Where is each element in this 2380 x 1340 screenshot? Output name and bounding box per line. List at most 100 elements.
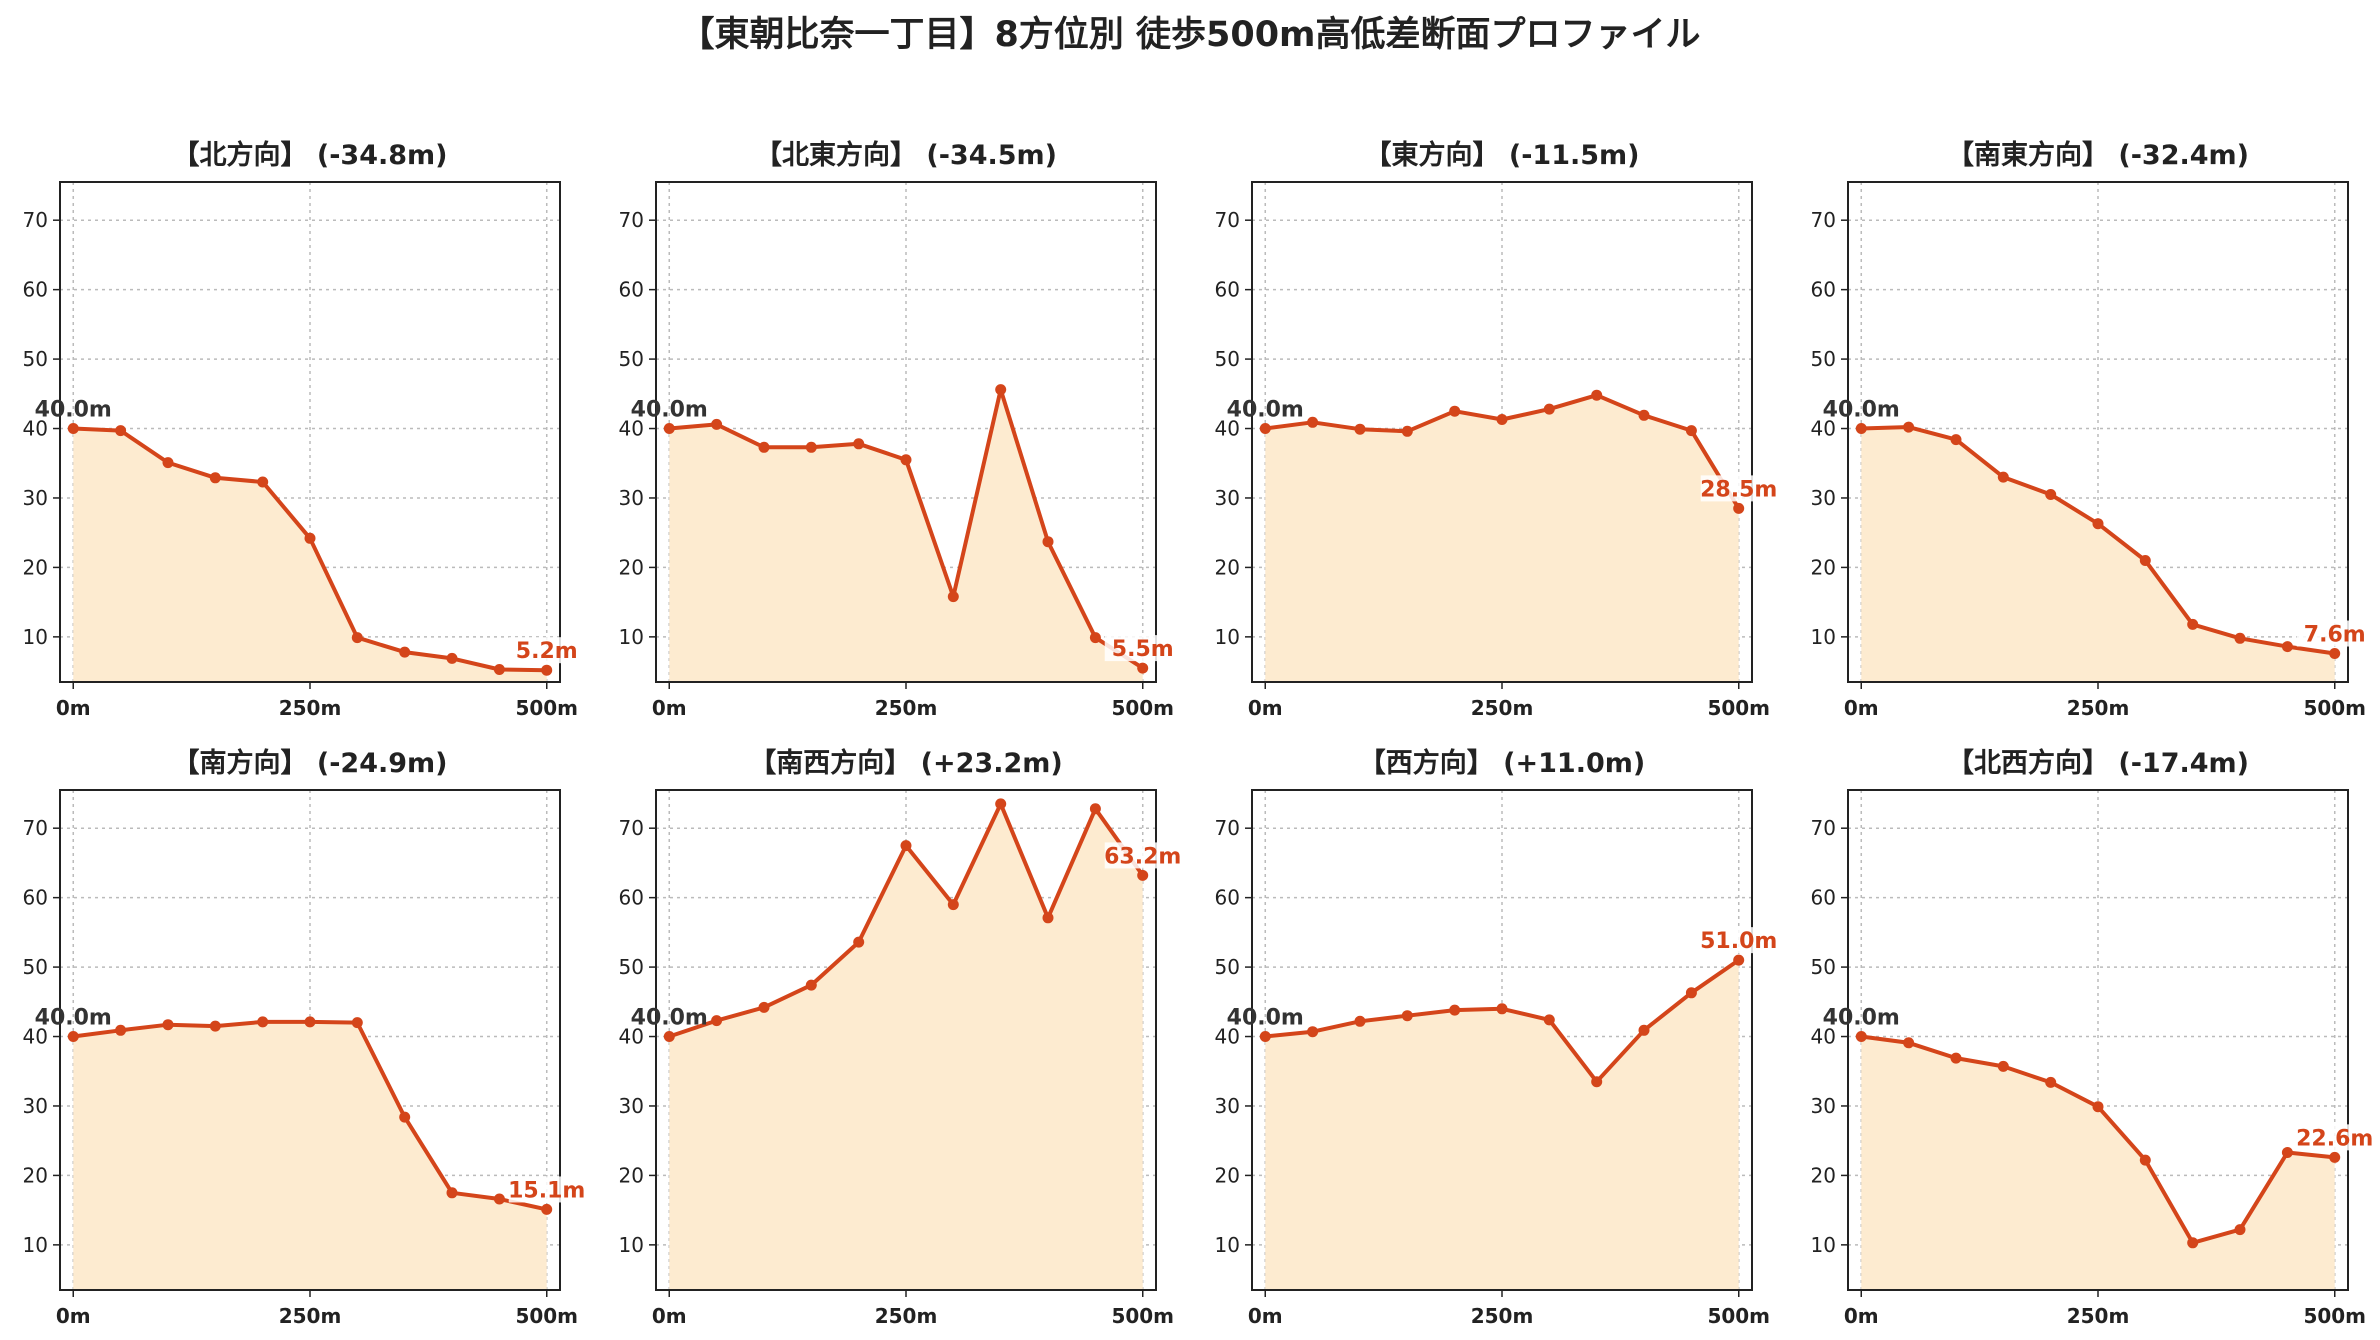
end-elevation-label: 7.6m [2304, 623, 2366, 648]
start-elevation-label: 40.0m [1227, 398, 1304, 423]
y-tick-label: 60 [619, 886, 644, 910]
y-tick-label: 70 [619, 816, 644, 840]
y-tick-label: 30 [1811, 486, 1836, 510]
y-tick-label: 60 [1811, 278, 1836, 302]
end-label-bg [2296, 620, 2373, 647]
end-label-bg [508, 637, 585, 664]
profile-panel: 【南東方向】 (-32.4m) 10 20 30 40 50 60 70 0m 250m 500m 4… [1811, 139, 2373, 720]
start-elevation-label: 40.0m [1823, 1006, 1900, 1031]
end-label-bg [2296, 1124, 2373, 1151]
y-tick-label: 10 [1215, 625, 1240, 649]
y-tick-label: 40 [23, 1025, 48, 1049]
profile-panel: 【東方向】 (-11.5m) 10 20 30 40 50 60 70 0m 250m 500m 40… [1215, 139, 1778, 720]
start-elevation-label: 40.0m [631, 398, 708, 423]
elevation-point [1903, 1037, 1915, 1049]
panel-title: 【東方向】 (-11.5m) [1364, 139, 1639, 171]
y-tick-label: 30 [619, 486, 644, 510]
elevation-point [711, 1015, 723, 1027]
start-elevation-label: 40.0m [35, 398, 112, 423]
elevation-point [351, 1017, 363, 1029]
y-tick-label: 60 [1215, 278, 1240, 302]
x-tick-label: 250m [2067, 1304, 2130, 1328]
elevation-point [541, 664, 553, 676]
elevation-point [67, 423, 79, 434]
elevation-point [1685, 987, 1697, 999]
profile-panel: 【南方向】 (-24.9m) 10 20 30 40 50 60 70 0m 250m 500m 40… [23, 747, 586, 1328]
elevation-point [1591, 389, 1603, 401]
elevation-point [493, 1193, 505, 1205]
x-tick-label: 500m [515, 696, 578, 720]
end-elevation-label: 5.2m [516, 639, 578, 664]
elevation-point [663, 423, 675, 434]
x-tick-label: 500m [515, 1304, 578, 1328]
elevation-point [1997, 471, 2009, 483]
elevation-point [399, 646, 411, 658]
y-tick-label: 50 [1811, 955, 1836, 979]
y-tick-label: 40 [1215, 417, 1240, 441]
elevation-point [1950, 1052, 1962, 1064]
x-tick-label: 500m [1111, 696, 1174, 720]
y-tick-label: 70 [1215, 816, 1240, 840]
elevation-area [1861, 427, 2335, 682]
y-tick-label: 60 [23, 278, 48, 302]
x-tick-label: 0m [1248, 1304, 1283, 1328]
end-label-bg [1104, 842, 1181, 869]
x-tick-label: 250m [2067, 696, 2130, 720]
elevation-point [1137, 662, 1149, 674]
elevation-point [1449, 1004, 1461, 1016]
elevation-point [758, 1001, 770, 1013]
panel-title: 【西方向】 (+11.0m) [1359, 747, 1645, 779]
y-tick-label: 40 [1811, 417, 1836, 441]
elevation-point [2045, 489, 2057, 500]
panel-title: 【北方向】 (-34.8m) [172, 139, 447, 171]
elevation-point [1855, 1031, 1867, 1042]
elevation-point [805, 979, 817, 991]
elevation-point [900, 840, 912, 852]
elevation-point [995, 384, 1007, 396]
elevation-point [2187, 618, 2199, 630]
elevation-point [1685, 425, 1697, 437]
profile-panel: 【北東方向】 (-34.5m) 10 20 30 40 50 60 70 0m 250m 500m 4… [619, 139, 1181, 720]
elevation-point [257, 1016, 269, 1028]
elevation-area [1265, 395, 1739, 682]
elevation-point [209, 1020, 221, 1032]
start-elevation-label: 40.0m [631, 1006, 708, 1031]
y-tick-label: 20 [1215, 555, 1240, 579]
plot-frame [1847, 181, 2349, 683]
y-tick-label: 10 [23, 625, 48, 649]
elevation-point [853, 936, 865, 948]
y-tick-label: 20 [23, 1163, 48, 1187]
elevation-point [1950, 434, 1962, 446]
elevation-area [669, 803, 1143, 1290]
y-tick-label: 30 [1215, 1094, 1240, 1118]
x-tick-label: 0m [652, 696, 687, 720]
y-tick-label: 70 [1811, 208, 1836, 232]
x-tick-label: 250m [1471, 696, 1534, 720]
elevation-point [493, 664, 505, 675]
y-tick-label: 20 [1215, 1163, 1240, 1187]
elevation-point [1733, 954, 1745, 966]
profile-panel: 【西方向】 (+11.0m) 10 20 30 40 50 60 70 0m 250m 500m 40… [1215, 747, 1778, 1328]
elevation-point [1733, 502, 1745, 514]
y-tick-label: 70 [1811, 816, 1836, 840]
profile-panel: 【北西方向】 (-17.4m) 10 20 30 40 50 60 70 0m 250m 500m 4… [1811, 747, 2374, 1328]
y-tick-label: 70 [619, 208, 644, 232]
x-tick-label: 500m [2303, 696, 2366, 720]
start-elevation-label: 40.0m [35, 1006, 112, 1031]
elevation-point [1259, 1031, 1271, 1042]
y-tick-label: 50 [1811, 347, 1836, 371]
elevation-area [1265, 960, 1739, 1290]
end-label-bg [1104, 635, 1181, 662]
elevation-point [1543, 1014, 1555, 1026]
elevation-point [1638, 409, 1650, 421]
elevation-point [1307, 416, 1319, 428]
elevation-point [2281, 641, 2293, 653]
profile-panel: 【南西方向】 (+23.2m) 10 20 30 40 50 60 70 0m 250m 500m 4… [619, 747, 1182, 1328]
elevation-point [1903, 421, 1915, 433]
figure-title: 【東朝比奈一丁目】8方位別 徒歩500m高低差断面プロファイル [679, 15, 1701, 55]
elevation-point [446, 652, 458, 664]
y-tick-label: 10 [23, 1233, 48, 1257]
x-tick-label: 500m [1707, 1304, 1770, 1328]
panel-title: 【南方向】 (-24.9m) [172, 747, 447, 779]
